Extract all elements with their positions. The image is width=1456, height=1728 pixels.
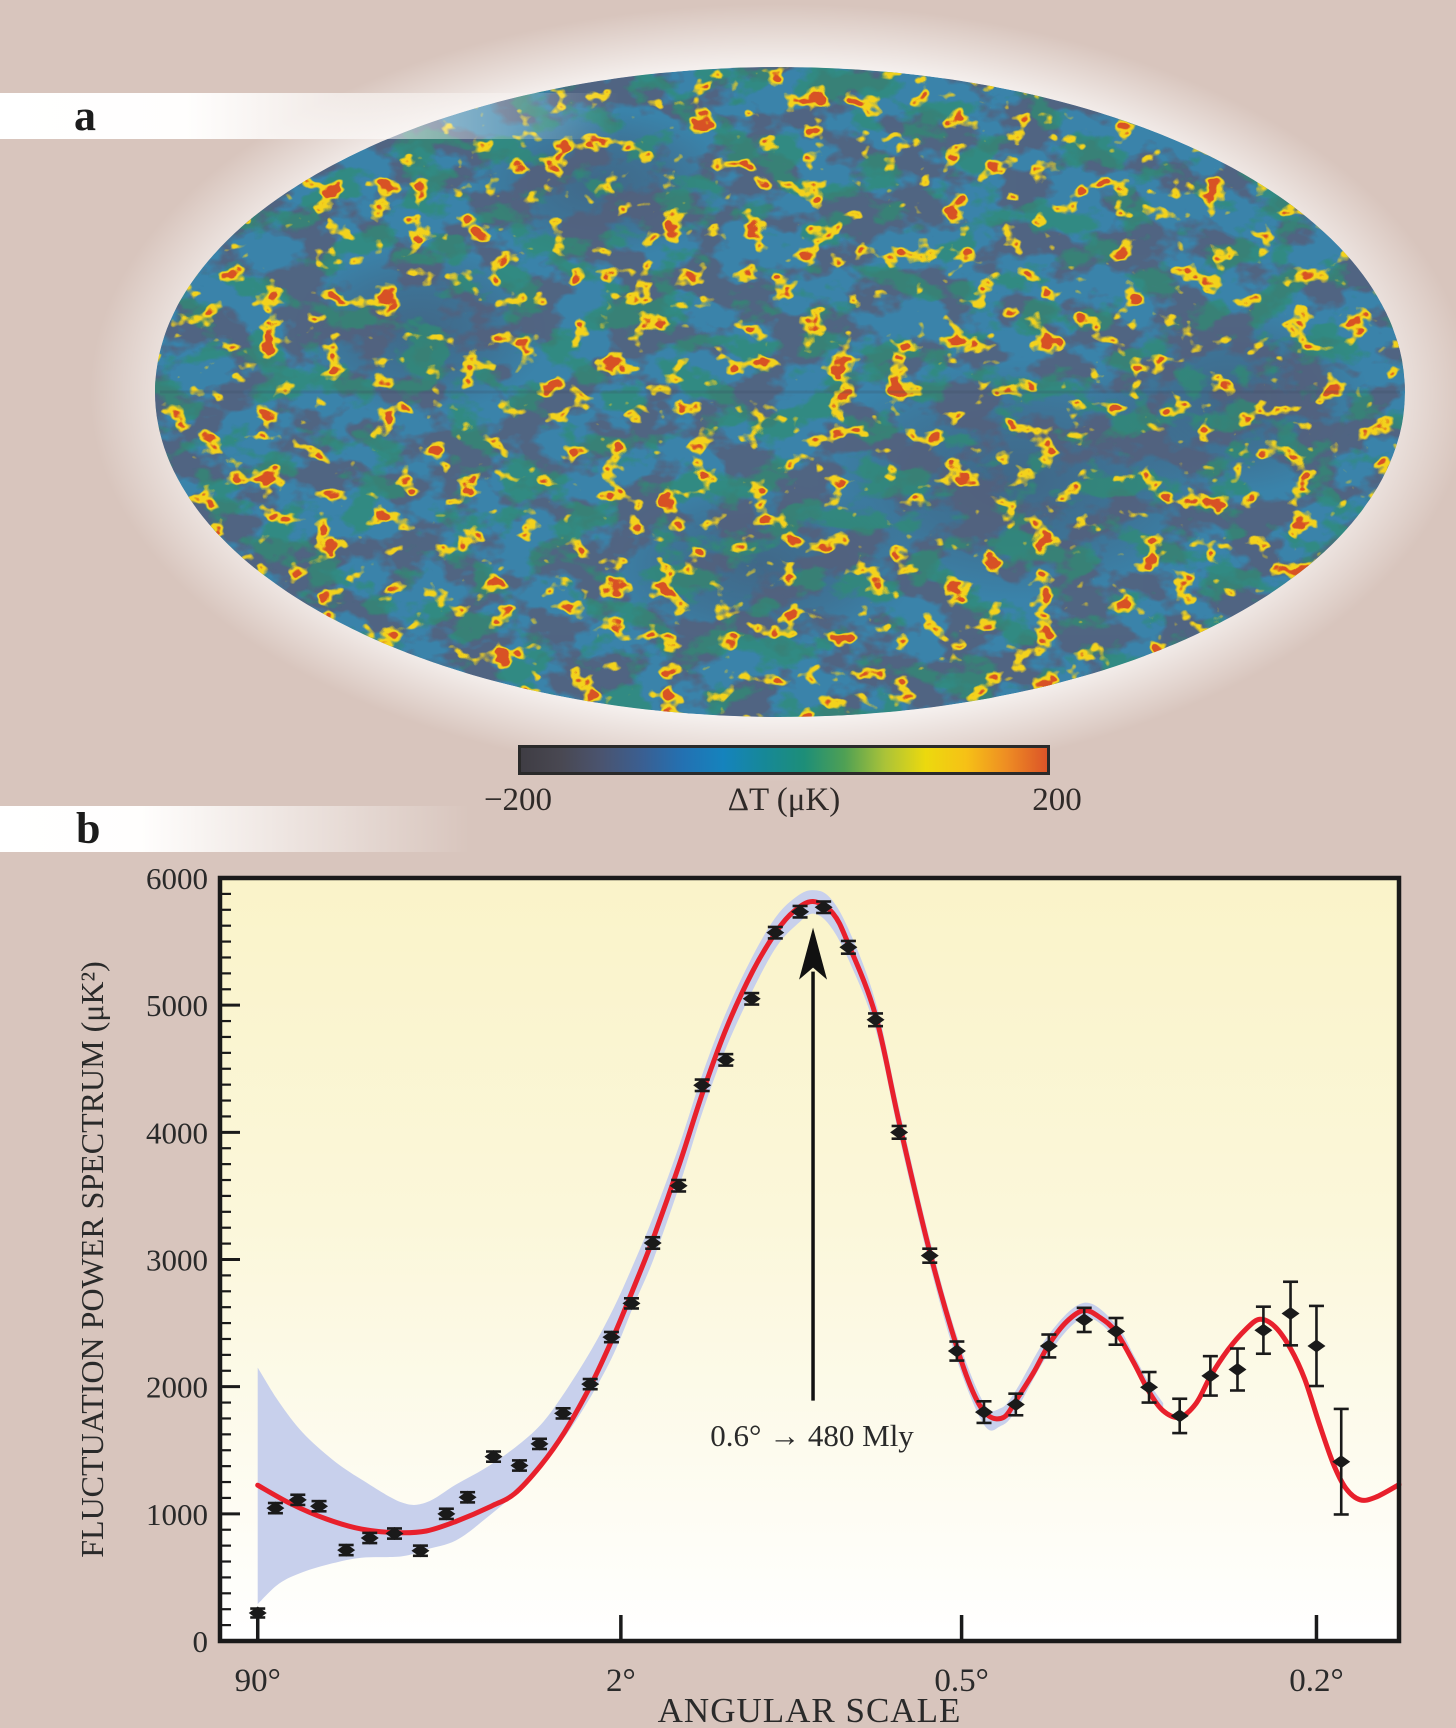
annotation-arrow [799,927,828,1401]
y-tick-label: 5000 [146,988,208,1023]
y-tick-label: 4000 [146,1115,208,1150]
panel-a-label: a [74,91,96,140]
y-tick-label: 0 [193,1624,209,1659]
colorbar-max-label: 200 [1032,782,1082,818]
panel-a-strip [0,93,620,139]
data-points [248,900,1351,1620]
y-tick-label: 1000 [146,1497,208,1532]
panel-b-label: b [76,804,101,853]
x-tick-label: 0.2° [1289,1663,1343,1699]
x-tick-label: 90° [235,1663,281,1699]
x-axis-title: ANGULAR SCALE [658,1691,962,1728]
y-tick-label: 3000 [146,1243,208,1278]
plot-border [217,875,1402,1644]
x-tick-label: 0.5° [934,1663,988,1699]
annotation-label: 0.6° → 480 Mly [710,1418,914,1453]
y-axis-title: FLUCTUATION POWER SPECTRUM (μK²) [74,961,110,1558]
colorbar-min-label: −200 [483,782,553,818]
y-axis: 0 1000 2000 3000 4000 5000 6000 [146,861,240,1659]
colorbar-title: ΔT (μK) [727,782,841,818]
y-tick-label: 2000 [146,1370,208,1405]
panel-b-strip [0,806,470,852]
x-tick-label: 2° [606,1663,636,1699]
cmb-sky-map [155,67,1405,717]
temperature-colorbar [518,745,1050,775]
x-axis: 90° 2° 0.5° 0.2° [235,1615,1344,1699]
cmb-hotspot-speckle-layer [155,67,1405,717]
confidence-band [257,890,1164,1605]
y-tick-label: 6000 [146,861,208,896]
